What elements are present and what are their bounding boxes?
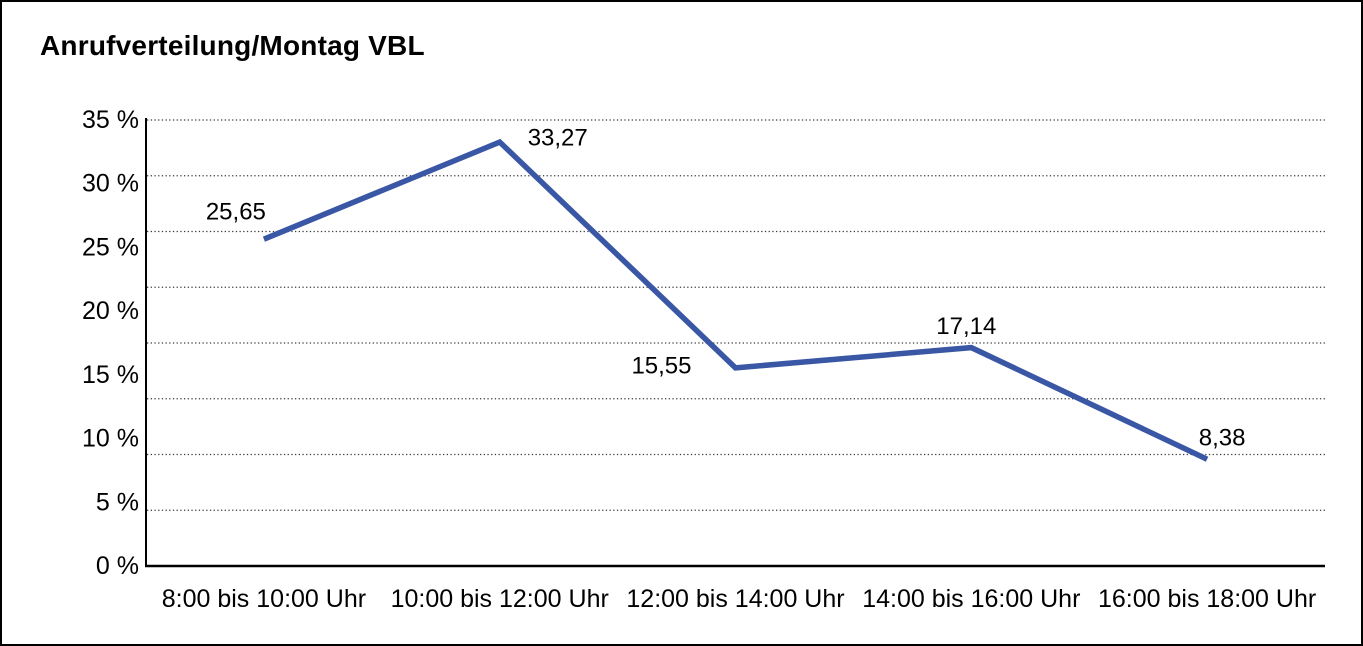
chart-title: Anrufverteilung/Montag VBL [40,30,425,61]
data-point-label: 17,14 [936,313,996,340]
x-axis-label: 14:00 bis 16:00 Uhr [862,585,1080,613]
series-line [262,138,1209,462]
y-axis-label: 35 % [82,106,139,134]
x-axis-label: 16:00 bis 18:00 Uhr [1098,585,1316,613]
y-axis-label: 25 % [82,233,139,261]
data-point-label: 25,65 [206,199,266,226]
x-axis-label: 12:00 bis 14:00 Uhr [626,585,844,613]
y-axis-label: 5 % [96,488,139,516]
data-point-label: 15,55 [631,352,691,379]
x-axis-label: 8:00 bis 10:00 Uhr [162,585,366,613]
y-axis-label: 10 % [82,425,139,453]
y-axis-label: 15 % [82,361,139,389]
data-point-label: 8,38 [1199,425,1246,452]
y-axis-label: 0 % [96,552,139,580]
y-axis-label: 30 % [82,170,139,198]
data-point-label: 33,27 [528,125,588,152]
x-axis-label: 10:00 bis 12:00 Uhr [391,585,609,613]
y-axis-label: 20 % [82,297,139,325]
